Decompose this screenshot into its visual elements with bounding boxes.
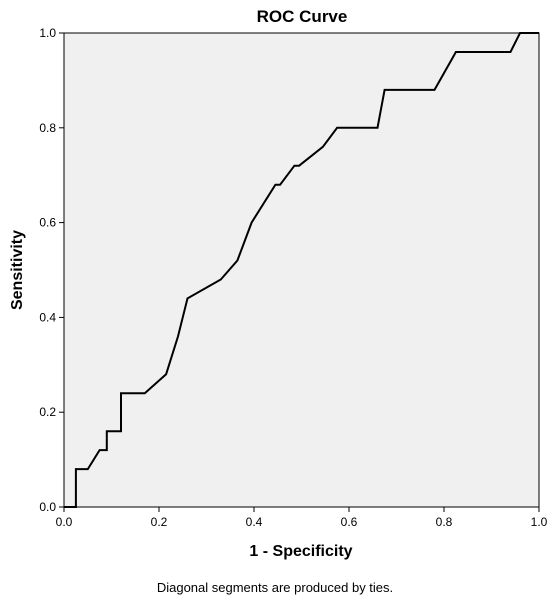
- y-tick-label: 0.2: [39, 405, 56, 419]
- plot-area: [63, 32, 540, 508]
- y-tick-label: 1.0: [39, 26, 56, 40]
- y-axis-label: Sensitivity: [9, 230, 26, 310]
- roc-curve-line: [64, 32, 539, 508]
- x-tick-label: 0.0: [56, 515, 73, 529]
- x-tick-label: 0.8: [436, 515, 453, 529]
- x-tick-label: 0.4: [246, 515, 263, 529]
- y-tick-label: 0.6: [39, 216, 56, 230]
- y-tick-label: 0.0: [39, 500, 56, 514]
- x-tick-label: 0.6: [341, 515, 358, 529]
- roc-chart: ROC Curve 0.0 0.2 0.4 0.6 0.8 1.0 0.0 0.2 0.4 0.6…: [9, 7, 548, 560]
- axis-ticks: 0.0 0.2 0.4 0.6 0.8 1.0 0.0 0.2 0.4 0.6 0.8 1.0: [39, 26, 547, 529]
- x-axis-label: 1 - Specificity: [249, 543, 352, 560]
- footnote: Diagonal segments are produced by ties.: [156, 580, 394, 595]
- chart-title: ROC Curve: [257, 7, 348, 26]
- x-tick-label: 1.0: [531, 515, 548, 529]
- x-tick-label: 0.2: [151, 515, 168, 529]
- y-tick-label: 0.4: [39, 310, 56, 324]
- y-tick-label: 0.8: [39, 121, 56, 135]
